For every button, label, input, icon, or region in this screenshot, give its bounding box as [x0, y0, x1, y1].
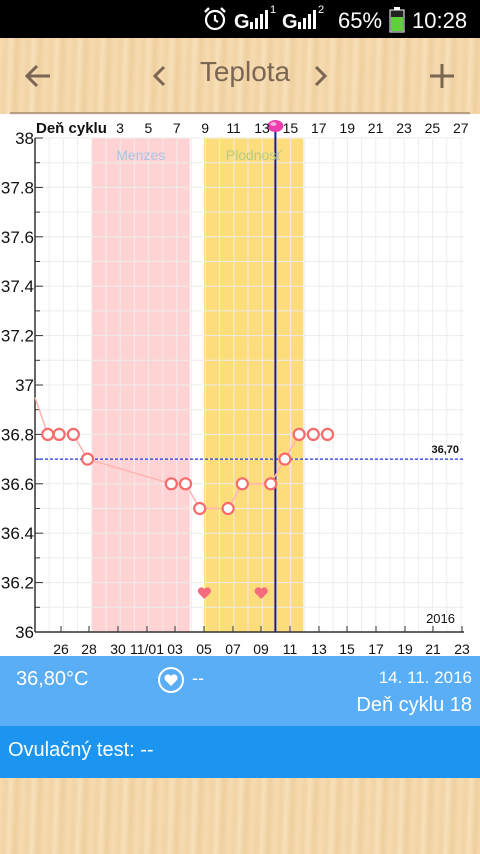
selected-day-marker-highlight: [270, 122, 277, 126]
cycle-day-tick-0: 3: [116, 120, 124, 136]
chevron-left-icon: [152, 65, 166, 87]
data-point-4: [164, 477, 178, 491]
y-tick-label-10: 36: [15, 623, 34, 642]
cycle-day-tick-11: 25: [425, 120, 441, 136]
svg-text:G: G: [234, 11, 250, 31]
y-tick-label-9: 36.2: [1, 574, 34, 593]
top-bar-divider: [10, 112, 470, 114]
cycle-day-tick-12: 27: [453, 120, 469, 136]
region-label-0: Menzes: [116, 147, 165, 163]
signal-icon-2: G: [282, 9, 318, 37]
status-bar: G 1 G 2 65% 10:28: [0, 0, 480, 38]
y-tick-label-6: 36.8: [1, 425, 34, 444]
cycle-day-tick-3: 9: [201, 120, 209, 136]
date-tick-3: 11/01: [130, 641, 164, 656]
temperature-value: 36,80°C: [16, 668, 89, 690]
date-tick-5: 05: [196, 641, 212, 656]
y-tick-label-2: 37.6: [1, 228, 34, 247]
region-label-1: Plodnosť: [226, 147, 283, 163]
heart-icon-1: [254, 587, 268, 599]
date-tick-1: 28: [81, 641, 97, 656]
y-tick-label-1: 37.8: [1, 178, 34, 197]
page-title: Teplota: [199, 56, 291, 87]
selected-day-marker: [267, 120, 284, 132]
data-point-6: [193, 501, 207, 516]
date-tick-6: 07: [225, 641, 241, 656]
date-tick-13: 21: [425, 641, 441, 656]
bottom-area: [0, 778, 480, 854]
alarm-icon: [202, 6, 228, 38]
battery-percent: 65%: [338, 8, 383, 33]
y-tick-label-8: 36.4: [1, 524, 34, 543]
top-bar: Teplota: [0, 38, 480, 114]
top-axis-title: Deň cyklu: [36, 120, 107, 137]
year-label: 2016: [426, 611, 455, 626]
date-tick-14: 23: [454, 641, 470, 656]
signal-icon-1: G: [234, 9, 270, 37]
info-bar[interactable]: 36,80°C -- 14. 11. 2016 Deň cyklu 18: [0, 656, 480, 726]
cycle-day-label: Deň cyklu 18: [356, 694, 472, 716]
coverline-label: 36,70: [431, 444, 459, 456]
chevron-right-icon: [314, 65, 328, 87]
ovulation-test-text: Ovulačný test: --: [8, 739, 154, 761]
add-button[interactable]: [414, 38, 470, 114]
date-tick-9: 13: [311, 641, 327, 656]
data-point-7: [221, 501, 235, 516]
date-tick-4: 03: [167, 641, 183, 656]
cycle-day-tick-9: 21: [368, 120, 384, 136]
data-point-8: [235, 477, 249, 491]
date-tick-12: 19: [397, 641, 413, 656]
data-point-2: [66, 427, 80, 441]
date-tick-8: 11: [283, 641, 298, 656]
selected-date: 14. 11. 2016: [378, 668, 472, 687]
data-point-13: [320, 427, 335, 441]
cycle-day-tick-1: 5: [145, 120, 153, 136]
date-tick-10: 15: [339, 641, 355, 656]
svg-text:G: G: [282, 11, 298, 31]
data-point-5: [178, 477, 193, 491]
data-point-3: [80, 452, 95, 466]
y-tick-label-3: 37.4: [1, 277, 34, 296]
signal-label-2: 2: [318, 4, 325, 16]
temperature-chart[interactable]: Menzes Plodnosť 38 37.8 37.6 37.4 37.2 37 36.8 36…: [0, 114, 480, 656]
y-tick-label-7: 36.6: [1, 475, 34, 494]
date-tick-2: 30: [110, 641, 126, 656]
heart-icon-0: [197, 587, 212, 599]
cycle-day-tick-6: 15: [283, 120, 299, 136]
arrow-left-icon: [24, 64, 50, 88]
cycle-day-tick-4: 11: [226, 120, 241, 136]
y-tick-label-0: 38: [15, 129, 34, 148]
cycle-day-tick-5: 13: [254, 120, 270, 136]
cycle-day-tick-10: 23: [396, 120, 412, 136]
y-tick-label-5: 37: [15, 376, 34, 395]
data-point-9: [264, 477, 278, 491]
ovulation-test-bar[interactable]: Ovulačný test: --: [0, 726, 480, 778]
chart-svg[interactable]: Menzes Plodnosť3837.837.637.437.23736.836…: [0, 114, 480, 656]
data-point-12: [306, 427, 320, 441]
test-value: --: [192, 668, 204, 688]
cycle-day-tick-8: 19: [339, 120, 355, 136]
signal-label-1: 1: [270, 4, 277, 16]
plus-icon: [430, 64, 454, 88]
battery-icon: [389, 7, 405, 39]
back-button[interactable]: [10, 38, 66, 114]
next-button[interactable]: [300, 38, 340, 114]
y-tick-label-4: 37.2: [1, 327, 34, 346]
date-tick-11: 17: [368, 641, 384, 656]
cycle-day-tick-2: 7: [173, 120, 181, 136]
previous-button[interactable]: [140, 38, 180, 114]
heart-test-icon[interactable]: [157, 666, 185, 699]
data-point-10: [278, 452, 292, 466]
date-tick-0: 26: [53, 641, 69, 656]
data-point-0: [41, 427, 55, 441]
date-tick-7: 09: [253, 641, 269, 656]
data-point-11: [292, 427, 306, 441]
cycle-day-tick-7: 17: [311, 120, 327, 136]
clock: 10:28: [412, 8, 468, 33]
data-point-1: [52, 427, 66, 441]
